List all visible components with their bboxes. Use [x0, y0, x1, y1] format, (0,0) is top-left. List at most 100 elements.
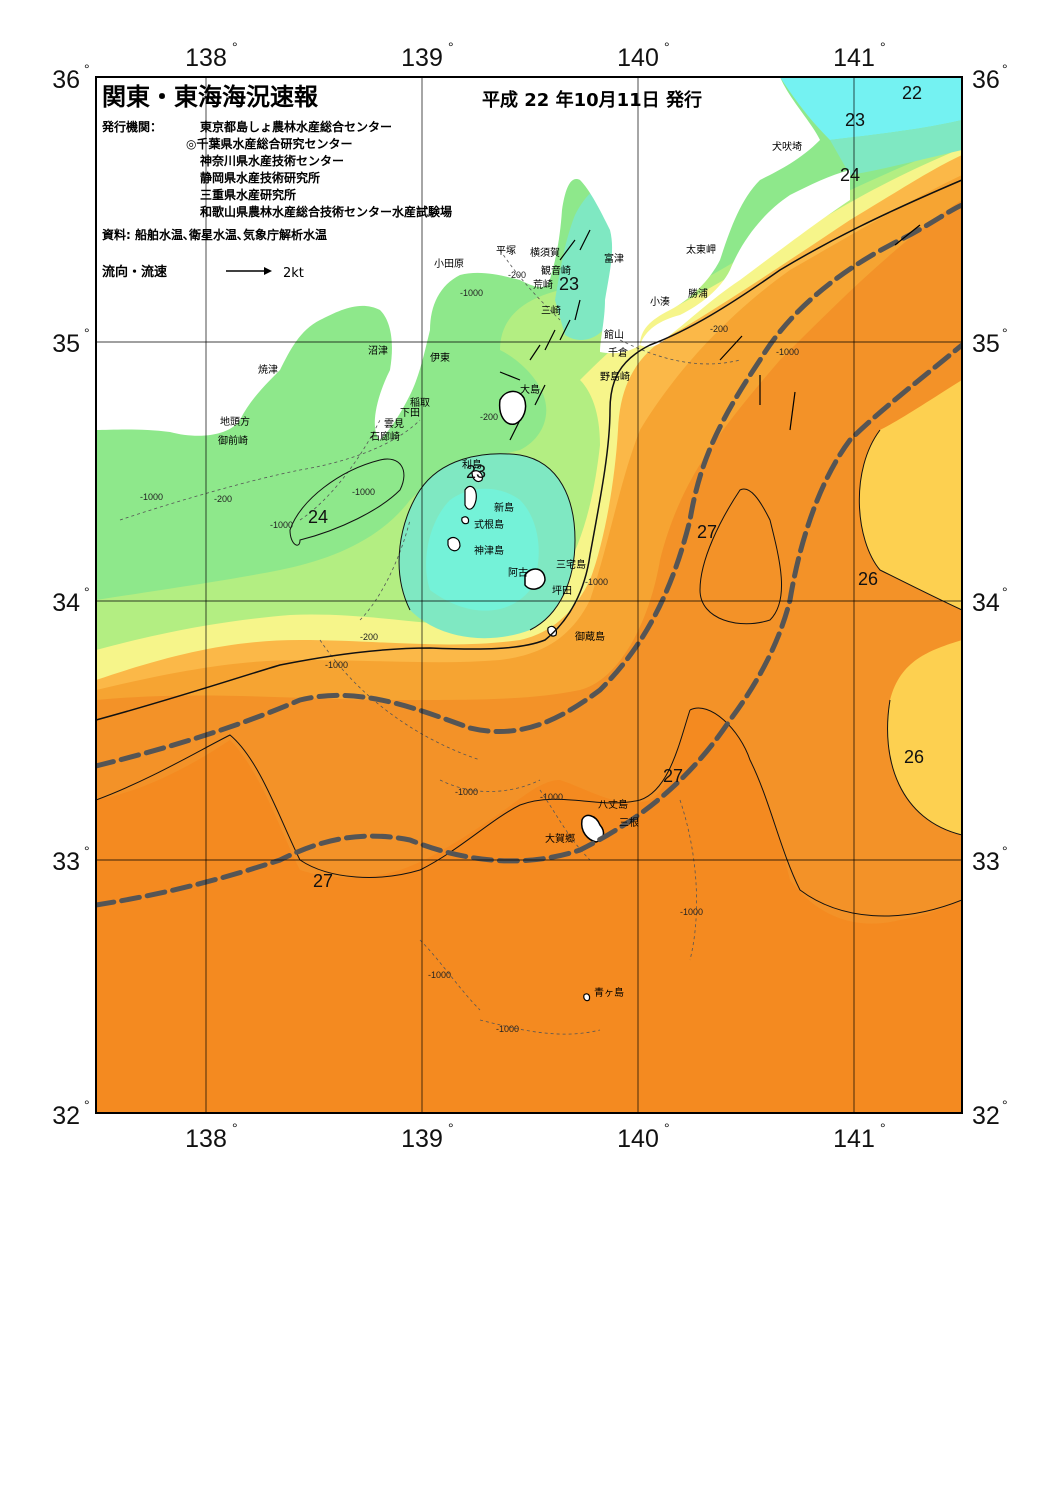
- place-kannonzaki: 観音崎: [541, 264, 571, 277]
- place-inatori: 稲取: [410, 397, 430, 409]
- island-oshima: [498, 390, 527, 425]
- island-shikine: [461, 516, 470, 525]
- iso-label-23-izu: 23: [466, 462, 486, 482]
- place-hachijojima: 八丈島: [598, 798, 628, 811]
- lat-label-right-32: 32: [972, 1102, 1000, 1130]
- depth-label: -1000: [540, 792, 563, 802]
- place-numazu: 沼津: [368, 344, 388, 357]
- deg-r4: °: [1002, 843, 1008, 859]
- place-taitomisaki: 太東岬: [686, 243, 716, 256]
- place-kumomi: 雲見: [384, 418, 404, 430]
- deg-b2: °: [448, 1120, 454, 1136]
- iso-label-27-west: 27: [313, 871, 333, 891]
- zone-27b: [96, 708, 962, 1113]
- depth-label: -1000: [352, 487, 375, 497]
- iso-label-27-center: 27: [697, 522, 717, 542]
- place-yaizu: 焼津: [258, 364, 278, 376]
- deg-r3: °: [1002, 584, 1008, 600]
- iso-label-23-bay: 23: [559, 274, 579, 294]
- deg-l2: °: [84, 325, 90, 341]
- zone-22: [780, 77, 962, 140]
- place-irozaki: 石廊崎: [370, 430, 400, 443]
- kuroshio-axis: [96, 202, 962, 908]
- deg-t3: °: [664, 39, 670, 55]
- place-miyakejima: 三宅島: [556, 558, 586, 571]
- depth-label: -1000: [460, 288, 483, 298]
- depth-label: -1000: [680, 907, 703, 917]
- publisher-4: 静岡県水産技術研究所: [200, 170, 320, 185]
- iso-label-23-ne: 23: [845, 110, 865, 130]
- island-miyake: [524, 568, 546, 590]
- deg-t4: °: [880, 39, 886, 55]
- place-mitsune: 三根: [619, 816, 639, 829]
- place-misaki: 三崎: [541, 304, 561, 317]
- lon-label-bottom-141: 141: [833, 1125, 875, 1153]
- deg-l5: °: [84, 1097, 90, 1113]
- place-katsuura: 勝浦: [688, 287, 708, 300]
- zone-26-east: [859, 380, 962, 610]
- lat-label-right-36: 36: [972, 66, 1000, 94]
- depth-label: -1000: [140, 492, 163, 502]
- deg-l4: °: [84, 843, 90, 859]
- legend-arrow-icon: [226, 267, 272, 275]
- place-arasaki: 荒崎: [533, 278, 553, 291]
- place-niijima: 新島: [494, 501, 514, 514]
- place-ako: 阿古: [508, 566, 528, 579]
- place-toshima: 利島: [462, 458, 482, 471]
- depth-contours: [119, 249, 741, 1035]
- publisher-list: 東京都島しょ農林水産総合センター ◎千葉県水産総合研究センター 神奈川県水産技術…: [186, 119, 452, 219]
- zone-22b: [830, 120, 962, 175]
- island-niijima: [464, 485, 477, 510]
- place-tateyama: 館山: [604, 328, 624, 341]
- lat-label-left-32: 32: [52, 1102, 80, 1130]
- depth-label: -200: [214, 494, 232, 504]
- depth-label: -200: [710, 324, 728, 334]
- publisher-1: 東京都島しょ農林水産総合センター: [200, 119, 392, 134]
- lat-label-left-35: 35: [52, 330, 80, 358]
- zone-23-izu-inner: [426, 488, 539, 611]
- iso-label-27-hachijo: 27: [663, 766, 683, 786]
- depth-label: -1000: [585, 577, 608, 587]
- lat-label-right-34: 34: [972, 589, 1000, 617]
- lon-label-bottom-139: 139: [401, 1125, 443, 1153]
- isotherm-labels: 22 23 24 23 23 24 27 26 27 26 27: [308, 83, 924, 891]
- place-odawara: 小田原: [434, 258, 464, 270]
- depth-label: -1000: [496, 1024, 519, 1034]
- lon-labels-top: 138 139 140 141: [185, 44, 875, 72]
- place-ito: 伊東: [430, 351, 450, 364]
- lat-labels-left: 36 35 34 33 32: [52, 66, 80, 1130]
- lon-label-bottom-140: 140: [617, 1125, 659, 1153]
- depth-label: -200: [508, 270, 526, 280]
- map-body: [96, 77, 962, 1113]
- publisher-6: 和歌山県農林水産総合技術センター水産試験場: [199, 204, 452, 219]
- deg-b1: °: [232, 1120, 238, 1136]
- depth-label: -1000: [455, 787, 478, 797]
- place-omaezaki: 御前崎: [218, 434, 248, 447]
- lon-label-top-138: 138: [185, 44, 227, 72]
- island-kozu: [447, 536, 461, 552]
- island-aogashima: [583, 993, 591, 1002]
- depth-label: -1000: [428, 970, 451, 980]
- place-aogashima: 青ヶ島: [594, 986, 624, 999]
- lat-label-right-33: 33: [972, 848, 1000, 876]
- place-kominato: 小湊: [650, 295, 670, 308]
- depth-label: -200: [360, 632, 378, 642]
- place-hiratsuka: 平塚: [496, 245, 516, 257]
- iso-label-24-ne: 24: [840, 165, 860, 185]
- iso-label-22: 22: [902, 83, 922, 103]
- lat-label-left-34: 34: [52, 589, 80, 617]
- deg-l3: °: [84, 584, 90, 600]
- place-yokosuka: 横須賀: [530, 246, 560, 259]
- isotherm-lines: [96, 179, 962, 917]
- island-toshima: [471, 470, 483, 483]
- depth-labels: -200 -200 -200 -200 -200 -1000 -1000 -10…: [140, 270, 799, 1034]
- iso-label-26-se: 26: [904, 747, 924, 767]
- place-inubosaki: 犬吠埼: [772, 140, 802, 153]
- publisher-5: 三重県水産研究所: [200, 187, 296, 202]
- lon-label-top-139: 139: [401, 44, 443, 72]
- lon-label-top-140: 140: [617, 44, 659, 72]
- map-frame: [95, 76, 963, 1114]
- publisher-label: 発行機関：: [101, 119, 162, 134]
- depth-label: -1000: [270, 520, 293, 530]
- place-labels: 犬吠埼 太東岬 勝浦 小湊 富津 館山 千倉 野島崎 横須賀 観音崎 平塚 荒崎…: [218, 140, 802, 999]
